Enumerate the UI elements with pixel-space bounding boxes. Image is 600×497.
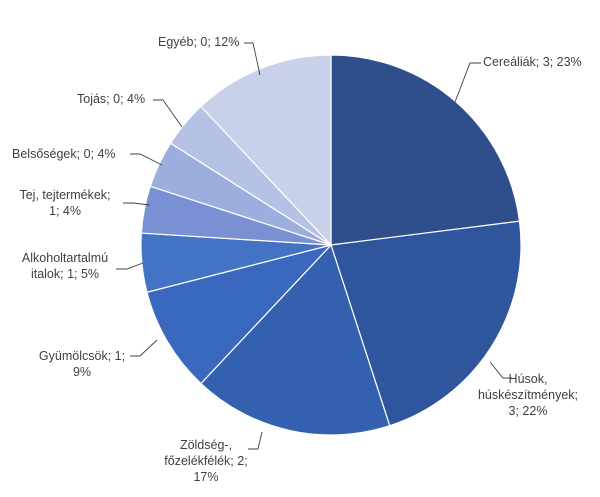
data-label: Gyümölcsök; 1; 9% xyxy=(39,349,125,379)
leader-line xyxy=(153,99,183,128)
data-label: Tej, tejtermékek; 1; 4% xyxy=(19,188,110,218)
data-label-line: 17% xyxy=(193,470,218,484)
data-label-line: Húsok, xyxy=(509,372,548,386)
data-label-line: Gyümölcsök; 1; xyxy=(39,349,125,363)
pie-slice xyxy=(330,54,521,246)
data-label-line: 1; 4% xyxy=(49,204,81,218)
data-label-line: Tojás; 0; 4% xyxy=(77,92,145,106)
data-label: Cereáliák; 3; 23% xyxy=(483,55,582,69)
data-label-line: Tej, tejtermékek; xyxy=(19,188,110,202)
data-label-line: Cereáliák; 3; 23% xyxy=(483,55,582,69)
pie-slices xyxy=(140,54,522,436)
pie-slice xyxy=(146,243,333,385)
data-label: Zöldség-, főzelékfélék; 2; 17% xyxy=(164,438,247,484)
leader-line xyxy=(454,62,481,103)
leader-line xyxy=(116,262,144,270)
data-label-line: 3; 22% xyxy=(509,404,548,418)
data-label-line: Belsőségek; 0; 4% xyxy=(12,147,116,161)
leader-line xyxy=(244,42,261,76)
pie-slice xyxy=(200,54,332,247)
leader-lines xyxy=(116,42,512,450)
leader-line xyxy=(489,361,512,379)
pie-slice xyxy=(200,243,391,436)
leader-line xyxy=(248,431,263,450)
data-label-line: Zöldség-, xyxy=(180,438,232,452)
data-label-line: húskészítmények; xyxy=(478,388,578,402)
leader-line xyxy=(123,202,151,206)
data-label-line: italok; 1; 5% xyxy=(31,267,99,281)
data-label: Húsok, húskészítmények; 3; 22% xyxy=(478,372,578,418)
leader-line xyxy=(130,339,158,357)
leader-line xyxy=(130,153,163,166)
data-label-line: Alkoholtartalmú xyxy=(22,251,108,265)
data-label: Egyéb; 0; 12% xyxy=(158,35,239,49)
data-label: Tojás; 0; 4% xyxy=(77,92,145,106)
data-label: Alkoholtartalmú italok; 1; 5% xyxy=(22,251,108,281)
pie-slice xyxy=(330,220,522,427)
data-label: Belsőségek; 0; 4% xyxy=(12,147,116,161)
data-label-line: 9% xyxy=(73,365,91,379)
data-label-line: Egyéb; 0; 12% xyxy=(158,35,239,49)
data-label-line: főzelékfélék; 2; xyxy=(164,454,247,468)
data-labels: Cereáliák; 3; 23% Húsok, húskészítmények; 3… xyxy=(12,35,582,484)
